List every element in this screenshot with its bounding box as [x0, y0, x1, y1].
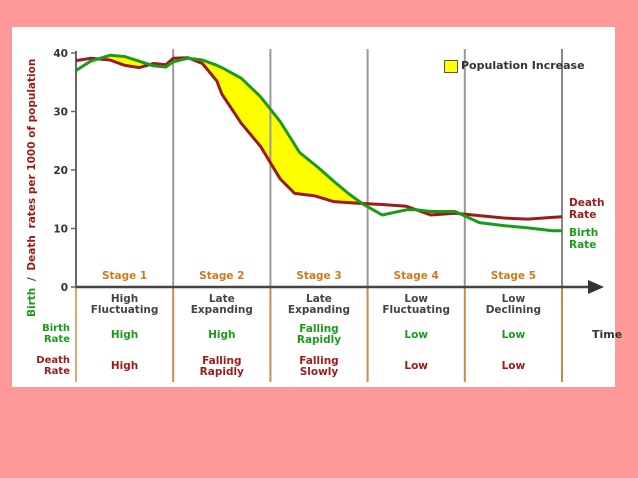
series-line-birth-rate — [75, 53, 562, 233]
stage-4-birth-rate-line: Low — [404, 329, 428, 341]
stage-2-death-rate: Falling Rapidly — [173, 356, 270, 378]
y-tick-label-10: 10 — [53, 224, 68, 236]
stage-3-birth-rate-line: Rapidly — [296, 334, 342, 346]
death-rate-line-label: Death Rate — [569, 197, 605, 221]
stage-4-birth-rate: Low — [368, 330, 465, 341]
stage-label-1: Stage 1 — [102, 270, 147, 282]
chart-panel: 0 10 20 30 40 Stage 1 Stage 2 Stage 3 Stage 4 Sta… — [12, 27, 622, 387]
series-line-death-rate — [75, 56, 563, 221]
x-axis-arrow-icon — [588, 280, 604, 294]
stage-2-description-line: Expanding — [190, 304, 253, 316]
ylabel-rest: rates per 1000 of population — [26, 59, 38, 229]
stage-5-birth-rate-line: Low — [501, 329, 526, 341]
stage-3-death-rate-line: Falling — [299, 355, 339, 367]
death-rate-line-label-1: Death — [569, 197, 605, 209]
row-label-death-rate: Death Rate — [26, 355, 70, 377]
stage-label-4: Stage 4 — [394, 270, 439, 282]
chart-svg: 0 10 20 30 40 Stage 1 Stage 2 Stage 3 Stage 4 Sta… — [53, 48, 604, 382]
stage-label-2: Stage 2 — [199, 270, 244, 282]
row-label-birth-2: Rate — [43, 333, 70, 345]
stage-1-death-rate: High — [76, 361, 173, 372]
ylabel-birth: Birth — [26, 288, 38, 317]
stage-4-description: Low Fluctuating — [368, 294, 465, 316]
stage-4-death-rate: Low — [368, 361, 465, 372]
stage-1-death-rate-line: High — [110, 360, 139, 372]
birth-rate-line-label: Birth Rate — [569, 227, 599, 251]
stage-4-description-line: Low — [404, 293, 428, 305]
death-rate-line-label-2: Rate — [569, 208, 597, 221]
birth-rate-line-label-1: Birth — [569, 227, 599, 239]
stage-3-birth-rate: Falling Rapidly — [270, 324, 367, 346]
stage-2-description: Late Expanding — [173, 294, 270, 316]
stage-2-birth-rate: High — [173, 330, 270, 341]
stage-2-death-rate-line: Rapidly — [199, 366, 244, 378]
y-tick-label-20: 20 — [53, 165, 68, 177]
birth-rate-line-label-2: Rate — [569, 238, 597, 251]
stage-1-description-line: High — [110, 293, 139, 305]
stage-3-death-rate-line: Slowly — [299, 366, 339, 378]
stage-1-birth-rate-line: High — [110, 329, 139, 341]
stage-3-description: Late Expanding — [270, 294, 367, 316]
population-increase-area-0 — [99, 55, 149, 68]
stage-4-description-line: Fluctuating — [382, 304, 451, 316]
x-axis-title: Time — [592, 328, 623, 341]
y-axis-title: Birth / Death rates per 1000 of populati… — [19, 59, 45, 317]
stage-2-birth-rate-line: High — [208, 329, 236, 341]
stage-label-5: Stage 5 — [491, 270, 536, 282]
y-tick-label-30: 30 — [53, 107, 68, 119]
stage-5-description: Low Declining — [465, 294, 562, 316]
stage-1-description: High Fluctuating — [76, 294, 173, 316]
legend-swatch — [444, 60, 458, 73]
stage-5-death-rate-line: Low — [501, 360, 526, 372]
stage-label-3: Stage 3 — [296, 270, 341, 282]
ylabel-slash: / — [26, 277, 38, 281]
stage-3-birth-rate-line: Falling — [299, 323, 339, 335]
stage-1-birth-rate: High — [76, 330, 173, 341]
legend-label: Population Increase — [461, 59, 585, 72]
stage-3-description-line: Expanding — [287, 304, 351, 316]
row-label-death-1: Death — [36, 355, 70, 366]
row-label-death-2: Rate — [43, 365, 70, 377]
row-label-birth-rate: Birth Rate — [26, 323, 70, 345]
y-tick-label-0: 0 — [61, 282, 68, 294]
stage-2-description-line: Late — [208, 293, 235, 305]
stage-5-description-line: Low — [501, 293, 526, 305]
stage-5-description-line: Declining — [485, 304, 542, 316]
row-label-birth-1: Birth — [42, 323, 70, 334]
y-tick-label-40: 40 — [53, 48, 68, 60]
stage-3-death-rate: Falling Slowly — [270, 356, 367, 378]
stage-5-death-rate: Low — [465, 361, 562, 372]
stage-4-death-rate-line: Low — [404, 360, 428, 372]
stage-3-description-line: Late — [306, 293, 332, 305]
population-increase-area-1 — [190, 58, 362, 204]
svg-text:Birth / Death: Birth / Death rates per 1000 of populati… — [26, 59, 38, 317]
stage-5-birth-rate: Low — [465, 330, 562, 341]
stage-2-death-rate-line: Falling — [202, 355, 242, 367]
ylabel-death: Death — [26, 235, 38, 270]
stage-1-description-line: Fluctuating — [90, 304, 159, 316]
